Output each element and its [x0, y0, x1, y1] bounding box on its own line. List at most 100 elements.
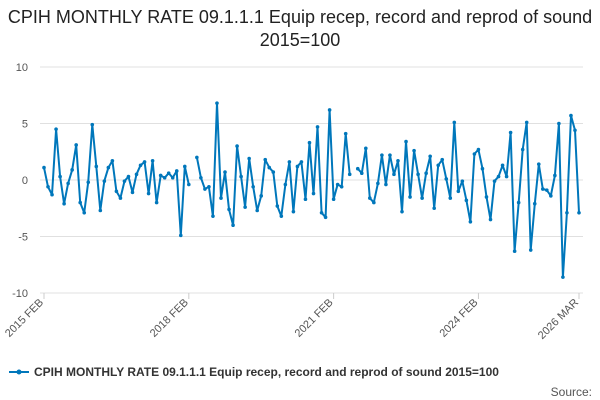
- data-point: [561, 275, 565, 279]
- data-point: [122, 179, 127, 183]
- data-point: [347, 172, 352, 177]
- data-point: [468, 220, 473, 224]
- data-point: [540, 187, 545, 191]
- data-point: [267, 165, 272, 170]
- data-point: [150, 158, 155, 163]
- data-point: [178, 233, 183, 238]
- data-point: [327, 108, 332, 112]
- data-point: [476, 147, 481, 152]
- data-point: [557, 121, 561, 126]
- data-point: [259, 194, 264, 198]
- data-point: [134, 172, 139, 177]
- data-point: [472, 152, 477, 156]
- data-point: [460, 179, 465, 183]
- data-point: [275, 204, 280, 208]
- data-point: [251, 184, 255, 189]
- y-tick-label: -5: [18, 232, 28, 244]
- data-point: [492, 179, 497, 183]
- data-point: [573, 128, 577, 133]
- data-point: [142, 160, 147, 164]
- data-point: [545, 188, 549, 192]
- data-point: [577, 210, 581, 215]
- data-point: [359, 171, 364, 176]
- data-point: [504, 174, 509, 179]
- data-point: [428, 154, 432, 159]
- data-point: [235, 144, 239, 148]
- series-line: [43, 102, 580, 279]
- data-point: [508, 130, 513, 135]
- data-point: [207, 184, 211, 189]
- data-point: [364, 146, 368, 151]
- data-point: [323, 215, 328, 220]
- data-point: [400, 209, 404, 214]
- x-tick-label: 2026 MAR: [536, 297, 581, 342]
- legend-line-marker-icon: [9, 369, 29, 375]
- data-point: [484, 195, 489, 199]
- data-point: [565, 210, 569, 215]
- data-point: [130, 190, 135, 195]
- data-point: [388, 153, 392, 157]
- data-point: [126, 174, 131, 179]
- data-point: [78, 200, 83, 205]
- chart-title: CPIH MONTHLY RATE 09.1.1.1 Equip recep, …: [7, 7, 593, 50]
- y-tick-label: -10: [12, 288, 28, 300]
- data-point: [46, 184, 50, 189]
- x-tick-label: 2015 FEB: [3, 297, 46, 340]
- data-point: [154, 200, 159, 205]
- data-point: [247, 156, 251, 161]
- data-point: [444, 177, 449, 181]
- data-point: [110, 158, 115, 163]
- data-point: [319, 210, 324, 215]
- data-point: [488, 217, 493, 222]
- data-point: [106, 165, 111, 170]
- data-point: [239, 174, 243, 179]
- data-point: [420, 196, 424, 200]
- data-point: [223, 170, 227, 174]
- data-point: [243, 205, 247, 209]
- data-point: [86, 180, 91, 185]
- data-point: [203, 187, 207, 191]
- data-point: [528, 248, 533, 252]
- x-tick-label: 2021 FEB: [293, 297, 336, 340]
- data-point: [291, 209, 296, 214]
- data-point: [66, 181, 70, 186]
- data-point: [219, 196, 223, 200]
- data-point: [42, 165, 46, 170]
- data-point: [408, 195, 412, 199]
- data-point: [440, 157, 445, 162]
- data-point: [372, 200, 376, 205]
- data-point: [114, 189, 119, 194]
- data-point: [335, 182, 340, 187]
- y-tick-label: 0: [22, 175, 28, 187]
- data-point: [384, 182, 388, 187]
- data-point: [339, 184, 344, 189]
- data-point: [283, 182, 288, 187]
- data-point: [58, 174, 62, 179]
- data-point: [182, 164, 187, 169]
- data-point: [287, 160, 292, 164]
- data-point: [94, 164, 99, 169]
- data-point: [416, 172, 420, 177]
- data-point: [279, 214, 284, 218]
- data-point: [536, 162, 541, 166]
- legend-label: CPIH MONTHLY RATE 09.1.1.1 Equip recep, …: [34, 365, 499, 379]
- x-tick-label: 2024 FEB: [437, 297, 480, 340]
- data-point: [54, 127, 58, 131]
- data-point: [549, 194, 553, 198]
- data-point: [263, 157, 268, 162]
- data-point: [553, 173, 557, 178]
- y-tick-label: 5: [22, 119, 28, 131]
- data-point: [138, 163, 143, 168]
- data-point: [70, 168, 74, 172]
- data-point: [355, 166, 360, 171]
- data-point: [90, 122, 95, 127]
- data-point: [448, 196, 453, 200]
- data-point: [496, 174, 501, 179]
- data-point: [187, 182, 191, 187]
- data-point: [118, 196, 123, 200]
- data-point: [404, 139, 408, 144]
- data-point: [50, 192, 54, 197]
- data-point: [158, 173, 163, 178]
- data-point: [376, 181, 380, 186]
- data-point: [396, 158, 400, 163]
